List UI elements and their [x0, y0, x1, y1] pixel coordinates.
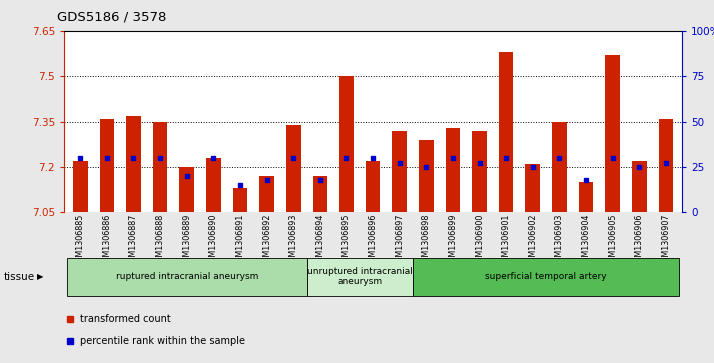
Bar	[313, 176, 327, 212]
Bar	[366, 161, 381, 212]
Text: superficial temporal artery: superficial temporal artery	[486, 272, 607, 281]
Bar	[579, 182, 593, 212]
Bar	[286, 125, 301, 212]
Text: ruptured intracranial aneurysm: ruptured intracranial aneurysm	[116, 272, 258, 281]
Bar	[179, 167, 194, 212]
FancyBboxPatch shape	[413, 258, 679, 296]
Bar	[339, 76, 353, 212]
Bar	[605, 55, 620, 212]
Text: ▶: ▶	[37, 272, 44, 281]
Bar	[446, 128, 461, 212]
Bar	[526, 164, 540, 212]
Text: GDS5186 / 3578: GDS5186 / 3578	[57, 11, 166, 24]
FancyBboxPatch shape	[306, 258, 413, 296]
Text: transformed count: transformed count	[80, 314, 171, 325]
Bar	[552, 122, 567, 212]
FancyBboxPatch shape	[67, 258, 306, 296]
Bar	[419, 140, 433, 212]
Bar	[259, 176, 274, 212]
Bar	[73, 161, 88, 212]
Bar	[658, 119, 673, 212]
Bar	[126, 115, 141, 212]
Bar	[472, 131, 487, 212]
Text: percentile rank within the sample: percentile rank within the sample	[80, 336, 245, 346]
Text: unruptured intracranial
aneurysm: unruptured intracranial aneurysm	[307, 267, 413, 286]
Bar	[499, 52, 513, 212]
Text: tissue: tissue	[4, 272, 35, 282]
Bar	[393, 131, 407, 212]
Bar	[206, 158, 221, 212]
Bar	[153, 122, 167, 212]
Bar	[99, 119, 114, 212]
Bar	[632, 161, 647, 212]
Bar	[233, 188, 247, 212]
